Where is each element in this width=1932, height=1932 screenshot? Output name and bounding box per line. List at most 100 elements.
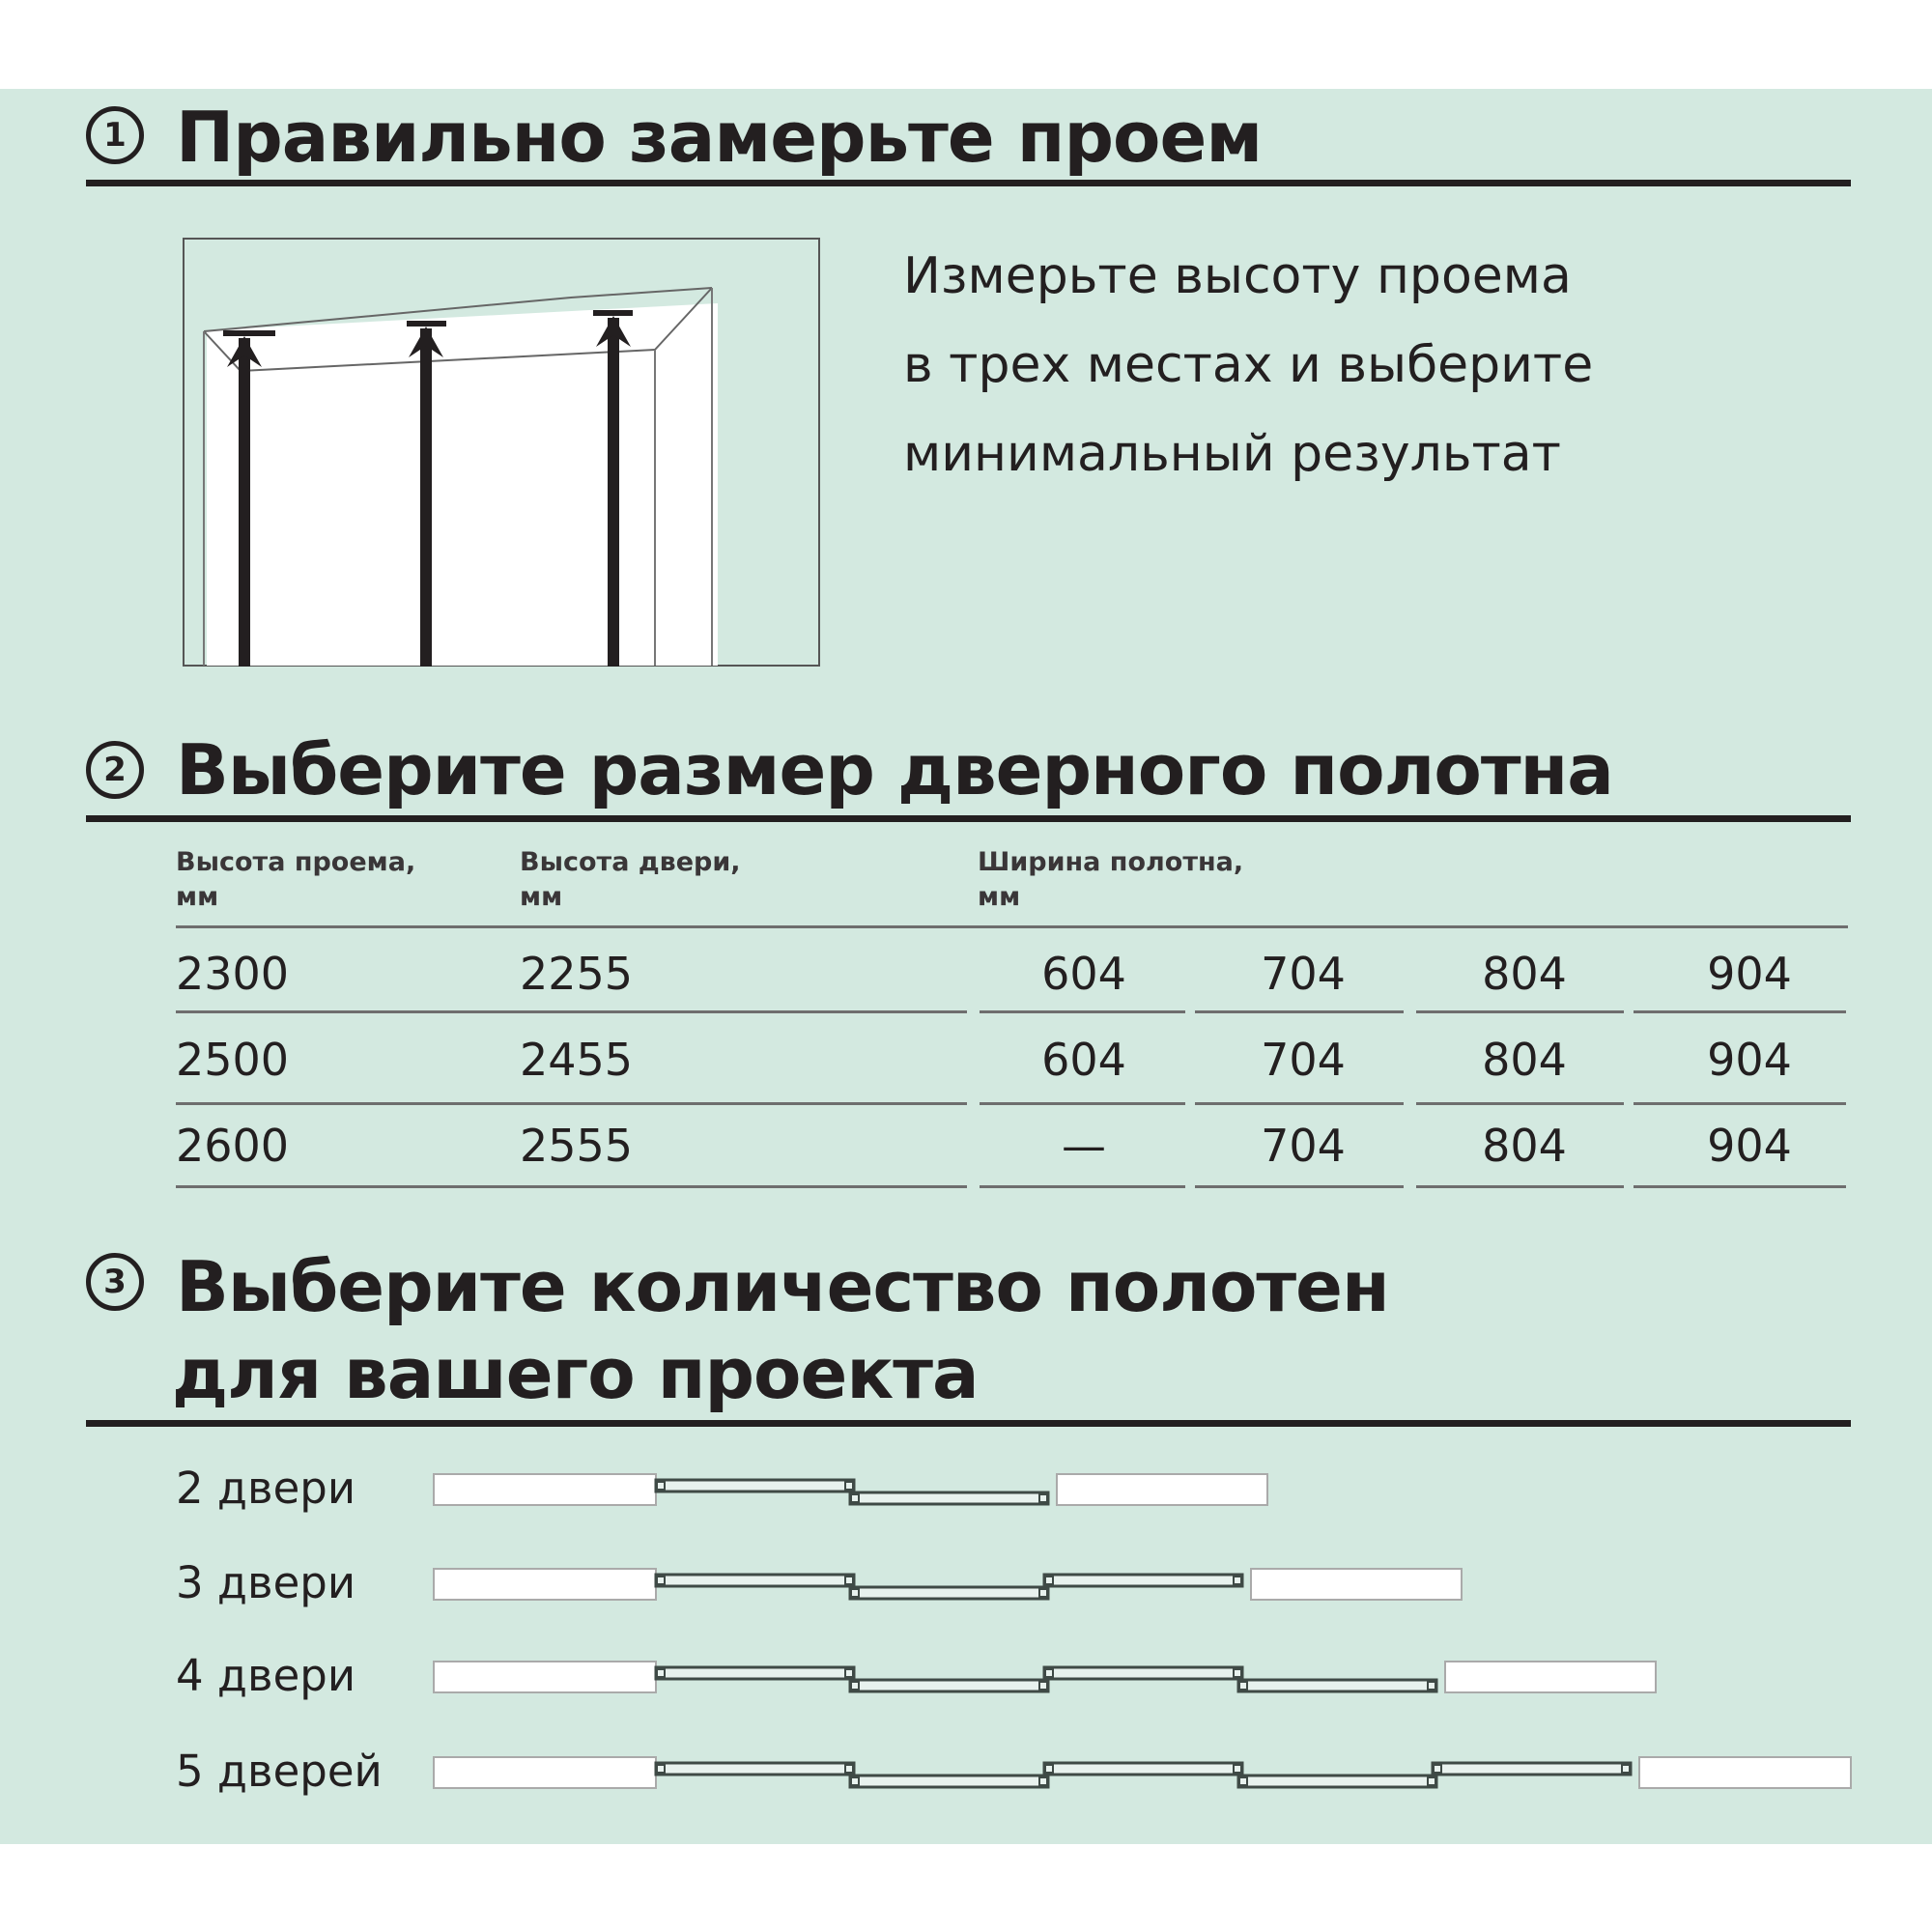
roller-icon: [844, 1576, 854, 1585]
opening-height-cell: 2300: [176, 948, 290, 1000]
fixed-wall-panel: [433, 1661, 657, 1693]
roller-icon: [656, 1668, 666, 1678]
roller-icon: [1038, 1681, 1048, 1690]
panel-width-cell: 804: [1482, 1034, 1567, 1086]
roller-icon: [844, 1764, 854, 1774]
roller-icon: [850, 1681, 860, 1690]
panel-width-cell: 804: [1482, 1120, 1567, 1172]
row-divider: [1634, 1102, 1846, 1105]
row-divider: [1195, 1185, 1404, 1188]
row-divider: [176, 1102, 967, 1105]
door-count-label: 5 дверей: [176, 1746, 383, 1797]
panel-width-cell: 904: [1707, 948, 1792, 1000]
panel-width-cell: 904: [1707, 1034, 1792, 1086]
sliding-door-panel: [848, 1774, 1050, 1789]
sliding-door-panel: [654, 1478, 856, 1493]
opening-height-cell: 2600: [176, 1120, 290, 1172]
fixed-wall-panel: [433, 1756, 657, 1789]
sliding-door-panel: [848, 1491, 1050, 1506]
roller-icon: [656, 1481, 666, 1491]
roller-icon: [1238, 1681, 1248, 1690]
roller-icon: [850, 1493, 860, 1503]
roller-icon: [1233, 1764, 1242, 1774]
arrow-up-icon: [593, 310, 633, 667]
row-divider: [176, 1010, 967, 1013]
panel-width-cell: 704: [1261, 948, 1346, 1000]
roller-icon: [844, 1668, 854, 1678]
sliding-door-panel: [1042, 1761, 1244, 1776]
roller-icon: [850, 1588, 860, 1598]
door-count-label: 2 двери: [176, 1463, 356, 1514]
fixed-wall-panel: [433, 1473, 657, 1506]
door-layout-diagram: [433, 1756, 1852, 1789]
instruction-line: минимальный результат: [903, 425, 1561, 483]
roller-icon: [1233, 1576, 1242, 1585]
roller-icon: [1038, 1588, 1048, 1598]
sliding-door-panel: [1236, 1774, 1438, 1789]
arrow-up-icon: [407, 321, 446, 667]
step-1-number-icon: 1: [86, 106, 144, 164]
row-divider: [1634, 1010, 1846, 1013]
fixed-wall-panel: [1250, 1568, 1463, 1601]
sliding-door-panel: [654, 1761, 856, 1776]
row-divider: [980, 1010, 1185, 1013]
opening-height-cell: 2500: [176, 1034, 290, 1086]
panel-width-cell: 704: [1261, 1120, 1346, 1172]
roller-icon: [1238, 1776, 1248, 1786]
sliding-door-panel: [654, 1573, 856, 1588]
header-panel-width: Ширина полотна, мм: [978, 847, 1244, 912]
fixed-wall-panel: [1444, 1661, 1657, 1693]
roller-icon: [1038, 1493, 1048, 1503]
sliding-door-panel: [1042, 1573, 1244, 1588]
step-2-divider: [86, 815, 1851, 822]
step-2-number-icon: 2: [86, 741, 144, 799]
step-3-title-line-2: для вашего проекта: [172, 1333, 980, 1414]
header-door-height: Высота двери, мм: [520, 847, 741, 912]
sliding-door-panel: [1236, 1678, 1438, 1693]
roller-icon: [656, 1764, 666, 1774]
roller-icon: [656, 1576, 666, 1585]
roller-icon: [844, 1481, 854, 1491]
fixed-wall-panel: [1638, 1756, 1852, 1789]
step-1-instructions: Измерьте высоту проема в трех местах и в…: [903, 232, 1593, 498]
roller-icon: [850, 1776, 860, 1786]
roller-icon: [1433, 1764, 1442, 1774]
roller-icon: [1038, 1776, 1048, 1786]
step-3-divider: [86, 1420, 1851, 1427]
panel-width-cell: 604: [1041, 1034, 1126, 1086]
row-divider: [980, 1185, 1185, 1188]
sliding-door-panel: [848, 1585, 1050, 1601]
panel-width-cell: 804: [1482, 948, 1567, 1000]
step-1-divider: [86, 180, 1851, 186]
roller-icon: [1233, 1668, 1242, 1678]
roller-icon: [1621, 1764, 1631, 1774]
table-header-divider: [176, 925, 1848, 928]
instruction-line: в трех местах и выберите: [903, 336, 1594, 394]
row-divider: [1195, 1102, 1404, 1105]
measure-arrows: [223, 310, 633, 667]
row-divider: [980, 1102, 1185, 1105]
header-opening-height: Высота проема, мм: [176, 847, 416, 912]
step-3-title-line-1: Выберите количество полотен: [176, 1246, 1390, 1327]
row-divider: [176, 1185, 967, 1188]
arrow-up-icon: [223, 330, 275, 667]
sliding-door-panel: [654, 1665, 856, 1681]
fixed-wall-panel: [433, 1568, 657, 1601]
door-layout-diagram: [433, 1473, 1268, 1506]
roller-icon: [1427, 1681, 1436, 1690]
panel-width-cell: 604: [1041, 948, 1126, 1000]
roller-icon: [1044, 1668, 1054, 1678]
door-height-cell: 2255: [520, 948, 634, 1000]
step-1-title: Правильно замерьте проем: [176, 97, 1263, 178]
panel-width-cell: —: [1062, 1120, 1106, 1172]
step-2-title: Выберите размер дверного полотна: [176, 729, 1614, 810]
door-count-label: 4 двери: [176, 1650, 356, 1701]
door-height-cell: 2555: [520, 1120, 634, 1172]
sliding-door-panel: [848, 1678, 1050, 1693]
sliding-door-panel: [1431, 1761, 1633, 1776]
roller-icon: [1427, 1776, 1436, 1786]
door-layout-diagram: [433, 1568, 1463, 1601]
panel-width-cell: 904: [1707, 1120, 1792, 1172]
row-divider: [1416, 1185, 1624, 1188]
door-layout-diagram: [433, 1661, 1657, 1693]
